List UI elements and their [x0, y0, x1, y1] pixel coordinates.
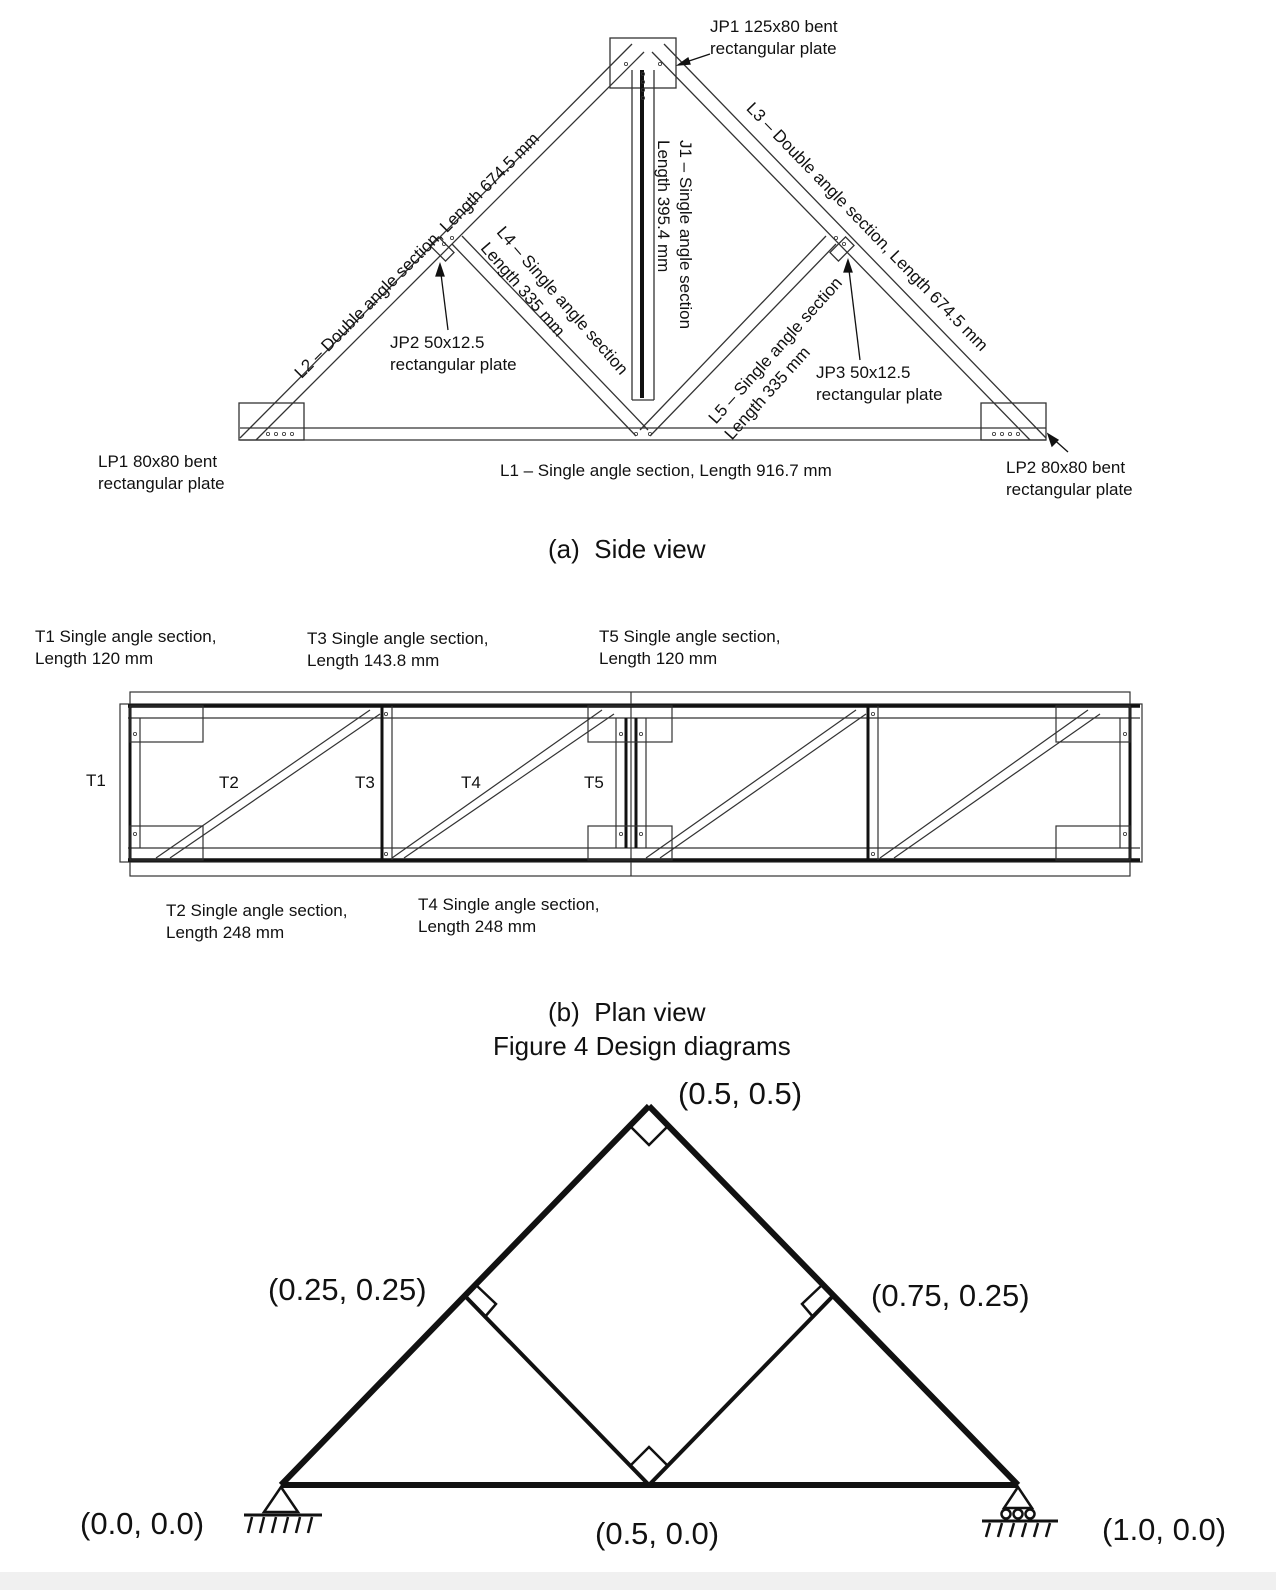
tag-t1: T1: [86, 771, 106, 790]
node-label-2: (0.5, 0.5): [678, 1076, 803, 1111]
plate-jp3: [829, 236, 855, 262]
right-angle-marker-bottom: [629, 1445, 669, 1467]
roller-support: [982, 1484, 1058, 1538]
right-angle-marker-top: [629, 1125, 669, 1147]
member-left-top-chord: [278, 1103, 652, 1488]
label-t4-desc: T4 Single angle section, Length 248 mm: [418, 895, 600, 936]
side-view-drawing: [238, 37, 1069, 453]
bottom-chord-l1: [240, 427, 1046, 441]
tag-t4: T4: [461, 773, 481, 793]
member-left-diagonal: [463, 1294, 651, 1487]
plan-view-drawing: [119, 691, 1143, 877]
label-j1-line1: J1 – Single angle section: [676, 140, 695, 330]
label-t2-desc: T2 Single angle section, Length 248 mm: [166, 901, 348, 942]
label-lp2: LP2 80x80 bent rectangular plate: [1006, 458, 1133, 499]
caption-side-view: (a) Side view: [548, 534, 706, 564]
node-label-5: (0.5, 0.0): [595, 1516, 720, 1551]
leader-arrows: [435, 53, 1069, 453]
right-angle-marker-left: [475, 1284, 498, 1319]
label-jp3: JP3 50x12.5 rectangular plate: [816, 363, 943, 404]
vertical-j1: [631, 70, 655, 401]
plate-jp2: [429, 236, 455, 262]
figure-title: Figure 4 Design diagrams: [493, 1031, 791, 1061]
plate-lp1: [238, 402, 305, 441]
node-label-3: (0.75, 0.25): [871, 1278, 1030, 1313]
node-label-4: (1.0, 0.0): [1102, 1512, 1227, 1547]
right-angle-marker-right: [800, 1284, 823, 1319]
top-chord-l2: [239, 43, 645, 441]
tag-t5: T5: [584, 773, 604, 793]
bolt-holes: [265, 62, 1021, 436]
member-right-diagonal: [647, 1294, 835, 1487]
label-lp1: LP1 80x80 bent rectangular plate: [98, 452, 225, 493]
diagonal-l5: [639, 235, 837, 437]
pinned-support: [244, 1484, 322, 1534]
label-l1: L1 – Single angle section, Length 916.7 …: [500, 461, 832, 480]
label-t3-desc: T3 Single angle section, Length 143.8 mm: [307, 629, 489, 670]
label-t5-desc: T5 Single angle section, Length 120 mm: [599, 627, 781, 668]
top-chord-l3: [651, 43, 1047, 441]
plan-diagonals: [155, 709, 1101, 859]
label-j1-line2: Length 395.4 mm: [654, 140, 673, 273]
bottom-strip: [0, 1572, 1276, 1590]
tag-t3: T3: [355, 773, 375, 793]
node-label-1: (0.25, 0.25): [268, 1272, 427, 1307]
plate-lp2: [980, 402, 1047, 441]
node-diagram: [244, 1103, 1058, 1538]
label-jp1: JP1 125x80 bent rectangular plate: [710, 17, 838, 58]
diagonal-l4: [451, 235, 649, 437]
label-jp2: JP2 50x12.5 rectangular plate: [390, 333, 517, 374]
tag-t2: T2: [219, 773, 239, 793]
label-t1-desc: T1 Single angle section, Length 120 mm: [35, 627, 217, 668]
node-label-0: (0.0, 0.0): [80, 1506, 205, 1541]
member-right-top-chord: [646, 1103, 1021, 1488]
caption-plan-view: (b) Plan view: [548, 997, 706, 1027]
